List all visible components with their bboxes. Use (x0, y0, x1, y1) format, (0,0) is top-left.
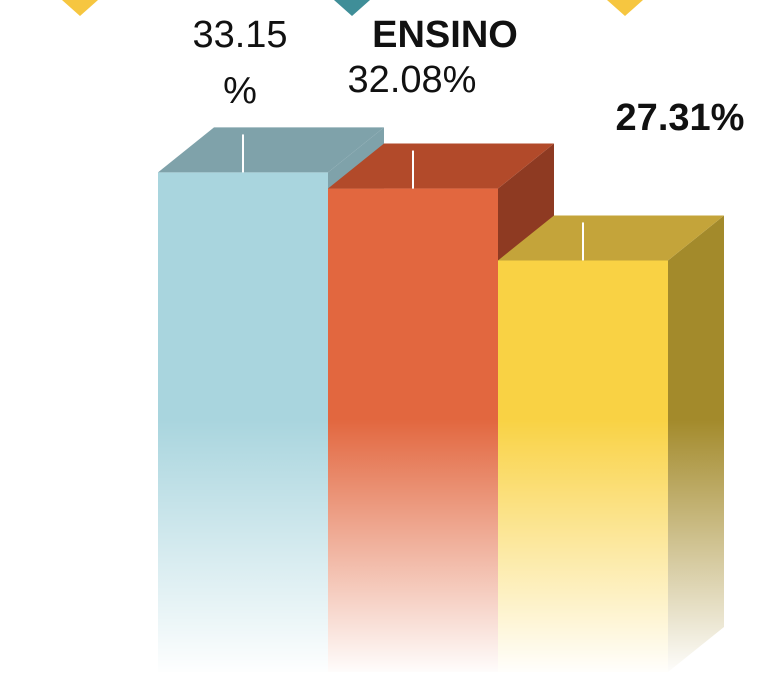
decor-diamond (62, 0, 98, 16)
bar-top (158, 127, 384, 173)
bar (158, 172, 328, 672)
decor-diamond (607, 0, 643, 16)
bar-top (328, 143, 554, 189)
bar-top (498, 215, 724, 261)
decor-diamond (334, 0, 370, 16)
bar (498, 260, 668, 672)
value-label: 27.31% (616, 97, 745, 139)
bar (328, 188, 498, 673)
value-label: 33.15% (192, 14, 287, 112)
bar-side (668, 215, 724, 672)
annotation: ENSINO (372, 14, 518, 56)
value-label: 32.08% (348, 59, 477, 101)
bars (158, 127, 724, 673)
